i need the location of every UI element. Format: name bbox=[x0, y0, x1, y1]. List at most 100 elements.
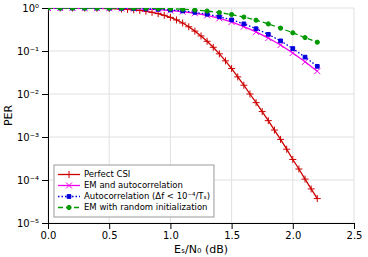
series-marker bbox=[314, 195, 321, 202]
series-marker bbox=[198, 32, 205, 39]
y-grid-line bbox=[48, 94, 354, 95]
x-tick-mark bbox=[109, 223, 110, 229]
series-marker bbox=[277, 136, 284, 143]
series-marker bbox=[95, 8, 99, 10]
x-tick-label: 0.5 bbox=[102, 230, 118, 241]
series-marker bbox=[229, 19, 235, 25]
series-marker bbox=[167, 14, 174, 21]
series-marker bbox=[242, 15, 246, 19]
series-marker bbox=[94, 8, 100, 11]
x-axis: 0.00.51.01.52.02.5 bbox=[41, 223, 363, 241]
series-marker bbox=[95, 8, 99, 10]
series-marker bbox=[303, 55, 307, 59]
series-marker bbox=[291, 31, 295, 35]
x-tick: 0.5 bbox=[102, 223, 118, 241]
x-tick-mark bbox=[170, 223, 171, 229]
series-marker bbox=[82, 8, 88, 11]
series-marker bbox=[69, 8, 76, 12]
series-marker bbox=[217, 15, 221, 19]
y-tick: 10⁻² bbox=[17, 89, 48, 100]
series-marker bbox=[167, 8, 173, 13]
series-marker bbox=[191, 28, 198, 35]
legend-marker bbox=[67, 205, 71, 209]
series-marker bbox=[83, 8, 87, 10]
y-tick: 10⁻⁴ bbox=[17, 175, 48, 186]
series-marker bbox=[308, 185, 315, 192]
y-tick: 10⁻⁵ bbox=[17, 218, 48, 229]
legend-label: EM with random initialization bbox=[84, 202, 208, 212]
series-marker bbox=[132, 8, 136, 10]
y-tick-label: 10⁻⁵ bbox=[17, 218, 39, 229]
y-tick-label: 10⁻¹ bbox=[17, 46, 39, 57]
series-marker bbox=[71, 8, 75, 10]
series-marker bbox=[69, 8, 75, 11]
series-marker bbox=[83, 8, 87, 10]
series-marker bbox=[271, 127, 278, 134]
legend-marker bbox=[66, 183, 72, 189]
series-marker bbox=[228, 65, 235, 72]
x-grid-line bbox=[354, 8, 355, 223]
series-marker bbox=[266, 22, 270, 26]
chart: 0.00.51.01.52.02.510⁻⁵10⁻⁴10⁻³10⁻²10⁻¹10… bbox=[0, 0, 368, 257]
series-marker bbox=[58, 8, 62, 10]
series-marker bbox=[118, 8, 124, 11]
series-marker bbox=[81, 8, 88, 12]
series-marker bbox=[181, 8, 185, 11]
x-tick-label: 0.0 bbox=[41, 230, 57, 241]
series-marker bbox=[179, 20, 186, 27]
series-marker bbox=[70, 8, 74, 10]
grid bbox=[48, 8, 354, 223]
legend-label: Perfect CSI bbox=[84, 169, 130, 179]
series-line bbox=[48, 8, 317, 71]
series-line bbox=[48, 8, 317, 42]
series-marker bbox=[48, 8, 51, 11]
series-marker bbox=[161, 12, 168, 19]
series-marker bbox=[279, 39, 283, 43]
x-tick-mark bbox=[354, 223, 355, 229]
series-marker bbox=[217, 10, 221, 14]
series-marker bbox=[265, 117, 272, 124]
series-marker bbox=[132, 8, 136, 10]
y-axis: 10⁻⁵10⁻⁴10⁻³10⁻²10⁻¹10⁰ bbox=[17, 3, 49, 229]
series-marker bbox=[106, 8, 113, 12]
series-marker bbox=[57, 8, 63, 11]
series-marker bbox=[144, 8, 148, 11]
y-tick-label: 10⁻³ bbox=[17, 132, 39, 143]
legend-marker bbox=[67, 195, 71, 199]
series-marker bbox=[291, 47, 295, 51]
series-marker bbox=[222, 57, 229, 64]
series-marker bbox=[278, 26, 282, 30]
x-axis-title: Eₛ/N₀ (dB) bbox=[174, 243, 228, 256]
x-tick-mark bbox=[293, 223, 294, 229]
legend-label: EM and autocorrelation bbox=[84, 180, 183, 190]
x-tick: 0.0 bbox=[41, 223, 57, 241]
y-tick: 10⁻¹ bbox=[17, 46, 48, 57]
series-marker bbox=[185, 23, 192, 30]
series-marker bbox=[155, 8, 161, 13]
series-marker bbox=[216, 50, 223, 57]
x-tick-mark bbox=[232, 223, 233, 229]
series-marker bbox=[253, 99, 260, 106]
series-marker bbox=[283, 146, 290, 153]
series-marker bbox=[254, 27, 258, 31]
y-axis-line bbox=[42, 9, 49, 224]
series-line bbox=[48, 8, 317, 66]
x-tick-label: 2.5 bbox=[347, 230, 363, 241]
legend: Perfect CSIEM and autocorrelationAutocor… bbox=[54, 165, 214, 217]
x-tick-label: 2.0 bbox=[285, 230, 301, 241]
series-marker bbox=[204, 38, 211, 45]
series-marker bbox=[315, 40, 319, 44]
series-marker bbox=[144, 8, 148, 10]
y-tick: 10⁻³ bbox=[17, 132, 48, 143]
series-marker bbox=[254, 18, 258, 22]
y-tick-mark bbox=[42, 137, 48, 138]
y-grid-line bbox=[48, 137, 354, 138]
legend-marker bbox=[66, 171, 73, 178]
x-grid-line bbox=[292, 8, 293, 223]
series-marker bbox=[120, 8, 124, 10]
x-tick: 1.5 bbox=[224, 223, 240, 241]
series-marker bbox=[229, 12, 233, 16]
legend-box bbox=[54, 165, 214, 217]
series-marker bbox=[93, 8, 100, 12]
series-marker bbox=[57, 8, 64, 12]
